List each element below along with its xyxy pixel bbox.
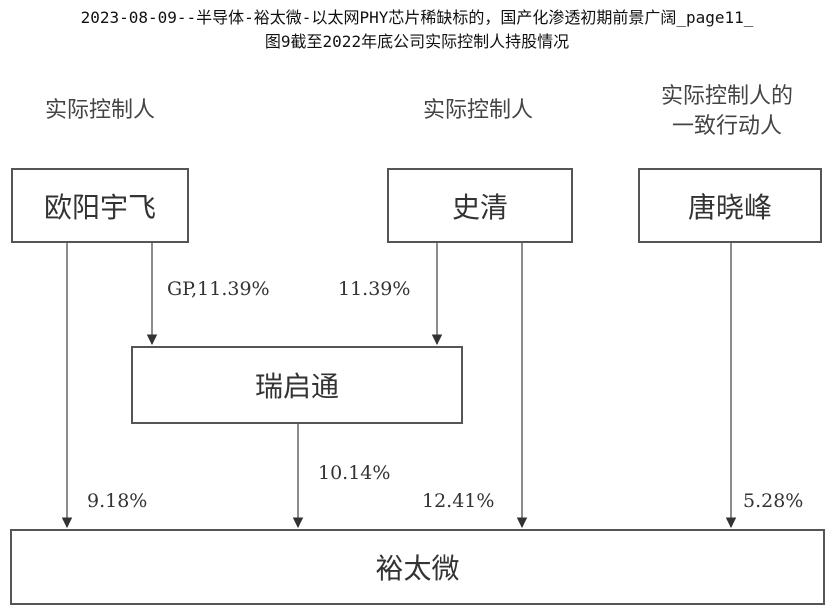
edge-label-ouyang-yutaiwei: 9.18% xyxy=(87,490,148,512)
node-tang-xiaofeng: 唐晓峰 xyxy=(638,168,822,243)
figure-title: 图9截至2022年底公司实际控制人持股情况 xyxy=(264,32,570,51)
role-label-right-line2: 一致行动人 xyxy=(671,114,782,139)
edge-label-shiqing-ruiqitong: 11.39% xyxy=(338,278,411,300)
role-label-right: 实际控制人的 一致行动人 xyxy=(622,82,832,142)
edge-label-shiqing-yutaiwei: 12.41% xyxy=(422,490,495,512)
report-source-title: 2023-08-09--半导体-裕太微-以太网PHY芯片稀缺标的，国产化渗透初期… xyxy=(80,8,754,27)
node-shi-qing: 史清 xyxy=(387,168,573,243)
node-ouyang-yufei: 欧阳宇飞 xyxy=(11,168,189,243)
edge-label-ruiqitong-yutaiwei: 10.14% xyxy=(318,462,391,484)
report-header: 2023-08-09--半导体-裕太微-以太网PHY芯片稀缺标的，国产化渗透初期… xyxy=(0,6,834,54)
node-yutaiwei: 裕太微 xyxy=(10,529,825,605)
node-ruiqitong: 瑞启通 xyxy=(131,346,463,424)
role-label-middle: 实际控制人 xyxy=(422,98,533,123)
role-label-left: 实际控制人 xyxy=(44,98,155,123)
edge-label-ouyang-ruiqitong: GP,11.39% xyxy=(167,278,270,300)
edge-label-tang-yutaiwei: 5.28% xyxy=(743,490,804,512)
role-label-right-line1: 实际控制人的 xyxy=(660,84,793,109)
